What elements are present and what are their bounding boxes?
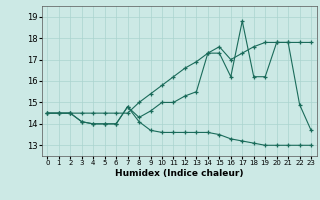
X-axis label: Humidex (Indice chaleur): Humidex (Indice chaleur) — [115, 169, 244, 178]
